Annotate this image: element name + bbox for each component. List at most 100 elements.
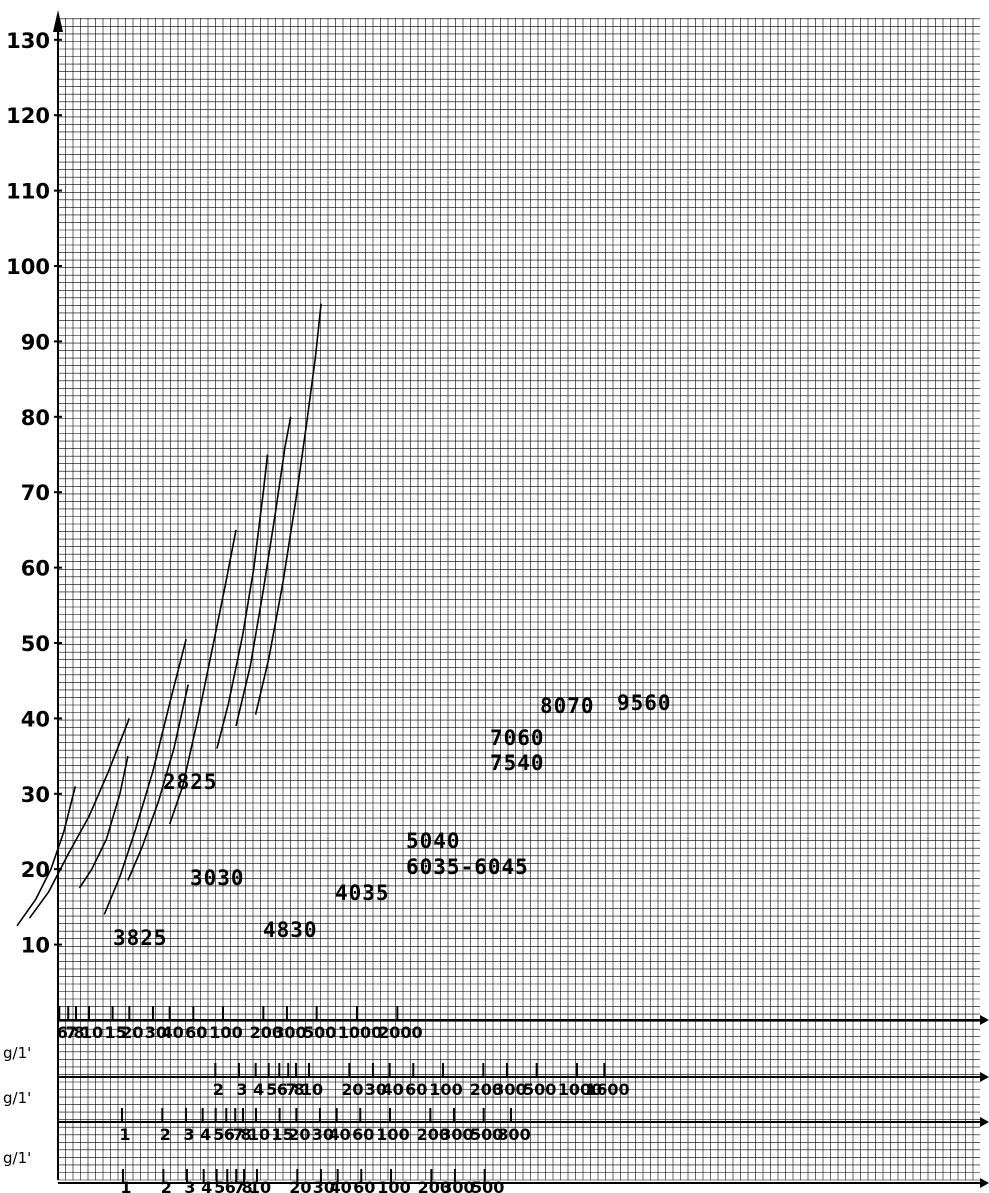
x-tick-label: 20: [121, 1023, 143, 1042]
curve-label: 7540: [490, 751, 545, 775]
x-tick-label: 60: [185, 1023, 207, 1042]
chart-axes: [53, 10, 63, 1180]
x-tick-label: 8: [293, 1080, 304, 1099]
x-tick-label: 100: [376, 1125, 409, 1144]
curve-label: 6035-6045: [406, 855, 529, 879]
x-tick-label: 30: [365, 1080, 387, 1099]
x-tick-label: 8: [240, 1125, 251, 1144]
x-tick-label: 10: [81, 1023, 103, 1042]
x-scale-unit: g/1': [3, 1044, 31, 1062]
x-tick-label: 500: [471, 1178, 504, 1193]
y-tick-label: 50: [21, 632, 50, 656]
x-tick-label: 1: [120, 1178, 131, 1193]
curve-5040: [168, 529, 237, 825]
x-tick-label: 1000: [338, 1023, 383, 1042]
curve-3825: [28, 718, 131, 919]
x-tick-label: 1: [119, 1125, 130, 1144]
x-scale-unit: g/1': [3, 1149, 31, 1167]
y-axis-arrow: [53, 10, 63, 32]
x-tick-label: 100: [377, 1178, 410, 1193]
chart-grid: [57, 18, 980, 1181]
x-tick-label: 500: [470, 1125, 503, 1144]
x-tick-label: 300: [273, 1023, 306, 1042]
x-tick-label: 2: [213, 1080, 224, 1099]
y-tick-label: 30: [21, 783, 50, 807]
y-tick-label: 130: [6, 29, 50, 53]
x-tick-label: 2: [161, 1178, 172, 1193]
x-tick-label: 7: [286, 1080, 297, 1099]
x-tick-label: 10: [249, 1178, 271, 1193]
x-tick-label: 500: [303, 1023, 336, 1042]
x-tick-label: 10: [248, 1125, 270, 1144]
x-tick-label: 20: [289, 1178, 311, 1193]
x-tick-label: 7: [66, 1023, 77, 1042]
x-tick-label: 3: [184, 1178, 195, 1193]
y-tick-label: 20: [21, 858, 50, 882]
x-tick-label: 100: [209, 1023, 242, 1042]
x-tick-label: 40: [162, 1023, 184, 1042]
x-scale-unit: g/1': [3, 1089, 31, 1107]
x-tick-label: 15: [271, 1125, 293, 1144]
x-tick-label: 5: [213, 1125, 224, 1144]
x-tick-label: 60: [352, 1125, 374, 1144]
x-tick-label: 60: [353, 1178, 375, 1193]
x-tick-label: 1000: [558, 1080, 603, 1099]
x-tick-label: 100: [429, 1080, 462, 1099]
x-scale-arrow: [980, 1015, 989, 1025]
x-tick-label: 7: [234, 1178, 245, 1193]
y-tick-label: 110: [6, 180, 50, 204]
x-tick-label: 2000: [378, 1023, 423, 1042]
x-tick-label: 300: [493, 1080, 526, 1099]
curves: [16, 303, 322, 927]
y-tick-label: 70: [21, 481, 50, 505]
x-tick-label: 20: [288, 1125, 310, 1144]
x-tick-label: 30: [145, 1023, 167, 1042]
x-tick-label: 5: [266, 1080, 277, 1099]
x-tick-label: 60: [405, 1080, 427, 1099]
x-scale-arrow: [980, 1178, 989, 1188]
curve-8070: [235, 416, 292, 727]
curve-label: 3825: [113, 926, 168, 950]
x-tick-label: 3: [183, 1125, 194, 1144]
grid-lines: [57, 18, 980, 1181]
y-tick-label: 100: [6, 255, 50, 279]
curve-4830: [103, 639, 187, 915]
x-tick-label: 20: [341, 1080, 363, 1099]
x-tick-label: 8: [241, 1178, 252, 1193]
x-tick-label: 1600: [585, 1080, 630, 1099]
curve-label: 4830: [263, 918, 318, 942]
curve-7060: [216, 454, 269, 749]
x-scale-arrow: [980, 1072, 989, 1082]
x-tick-label: 8: [73, 1023, 84, 1042]
x-tick-label: 300: [441, 1178, 474, 1193]
x-tick-label: 200: [417, 1125, 450, 1144]
x-tick-label: 40: [330, 1178, 352, 1193]
curve-2825: [16, 786, 77, 927]
x-tick-label: 7: [233, 1125, 244, 1144]
x-tick-label: 4: [253, 1080, 264, 1099]
curve-4035: [127, 684, 189, 881]
x-tick-label: 2: [160, 1125, 171, 1144]
y-tick-label: 120: [6, 104, 50, 128]
curve-label: 5040: [406, 829, 461, 853]
x-tick-label: 200: [470, 1080, 503, 1099]
y-tick-label: 40: [21, 707, 50, 731]
x-tick-label: 15: [104, 1023, 126, 1042]
y-axis-ticks: 10 20 30 40 50 60 70 80 90 100 110 120 130: [6, 29, 62, 958]
x-tick-label: 200: [418, 1178, 451, 1193]
x-tick-label: 4: [200, 1125, 211, 1144]
y-tick-label: 90: [21, 330, 50, 354]
x-tick-label: 6: [57, 1023, 68, 1042]
x-tick-label: 800: [497, 1125, 530, 1144]
x-tick-label: 10: [301, 1080, 323, 1099]
x-tick-label: 40: [382, 1080, 404, 1099]
curve-label: 7060: [490, 726, 545, 750]
x-tick-label: 40: [329, 1125, 351, 1144]
curve-label: 2825: [163, 770, 218, 794]
x-tick-label: 200: [250, 1023, 283, 1042]
curve-3030: [78, 755, 129, 889]
x-tick-label: 30: [312, 1125, 334, 1144]
